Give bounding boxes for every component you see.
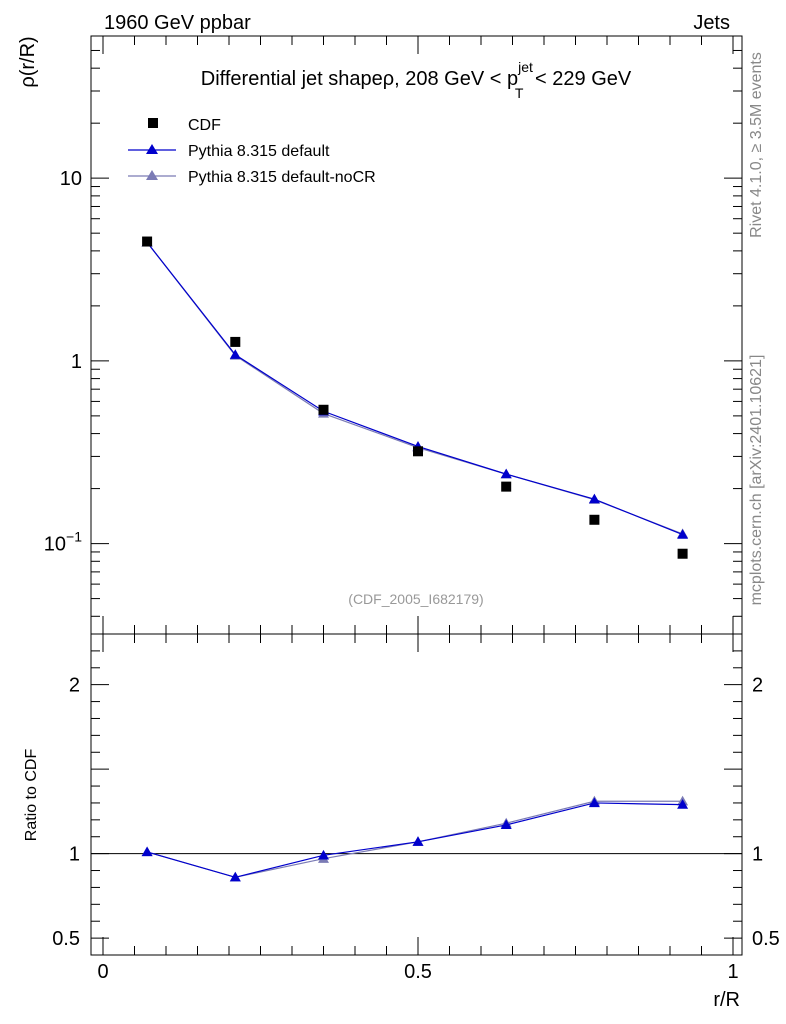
ratio-point-pythia-8-315-default <box>588 797 600 808</box>
ratio-point-pythia-8-315-default <box>141 846 153 857</box>
chart-title-subscript: T <box>515 85 524 101</box>
ratio-point-pythia-8-315-default <box>229 871 241 882</box>
ratio-y-tick-label: 2 <box>69 675 80 697</box>
main-y-tick-label: 10 <box>60 168 82 190</box>
legend-marker-default <box>146 144 158 154</box>
data-point-cdf <box>589 514 600 525</box>
main-panel: Differential jet shapeρ, 208 GeV < pjet T… <box>17 35 743 635</box>
legend: CDF Pythia 8.315 default Pythia 8.315 de… <box>128 117 376 186</box>
legend-label-cdf: CDF <box>188 117 221 134</box>
analysis-watermark: (CDF_2005_I682179) <box>348 591 483 607</box>
data-point-cdf <box>142 236 153 247</box>
ratio-panel: Ratio to CDF 2 2 1 1 0.5 0.5 <box>23 633 780 956</box>
legend-label-nocr: Pythia 8.315 default-noCR <box>188 169 376 186</box>
x-tick-label: 1 <box>727 961 738 983</box>
ratio-y-axis-label: Ratio to CDF <box>23 749 40 842</box>
data-point-pythia-8-315-default <box>588 493 600 504</box>
chart-title: Differential jet shapeρ, 208 GeV < pjet T… <box>201 59 632 101</box>
x-tick-label: 0 <box>97 961 108 983</box>
ratio-y-tick-label: 1 <box>69 844 80 866</box>
ratio-y-tick-label-right: 2 <box>752 675 763 697</box>
legend-label-default: Pythia 8.315 default <box>188 143 330 160</box>
legend-marker-cdf <box>148 118 158 128</box>
header-right-label: Jets <box>693 12 730 34</box>
chart-title-superscript: jet <box>517 59 533 75</box>
data-point-pythia-8-315-default <box>500 468 512 479</box>
legend-marker-nocr <box>146 170 158 180</box>
data-point-cdf <box>677 548 688 559</box>
data-point-cdf <box>413 446 423 457</box>
series-line-pythia-8-315-default-nocr <box>146 242 683 535</box>
series-line-pythia-8-315-default <box>146 242 683 536</box>
ratio-point-pythia-8-315-default <box>318 849 329 860</box>
ratio-point-pythia-8-315-default <box>677 799 689 809</box>
rivet-version-label: Rivet 4.1.0, ≥ 3.5M events <box>748 52 765 238</box>
data-point-pythia-8-315-default <box>677 529 689 539</box>
ratio-plot-frame <box>90 633 743 956</box>
ratio-point-pythia-8-315-default <box>412 836 424 846</box>
ratio-line-pythia-8-315-default <box>146 802 683 878</box>
y-tick-label-exponent: −1 <box>66 529 82 545</box>
main-y-tick-label: 10−1 <box>44 529 82 556</box>
x-axis-label: r/R <box>713 989 740 1011</box>
x-tick-label: 0.5 <box>404 961 432 983</box>
y-tick-label-base: 10 <box>44 534 66 556</box>
ratio-y-tick-label-right: 0.5 <box>752 928 780 950</box>
chart-title-suffix: < 229 GeV <box>529 68 631 90</box>
ratio-point-pythia-8-315-default <box>500 819 512 830</box>
ratio-y-tick-label-right: 1 <box>752 844 763 866</box>
data-point-cdf <box>318 404 329 415</box>
ratio-y-tick-label: 0.5 <box>52 928 80 950</box>
mcplots-reference-label: mcplots.cern.ch [arXiv:2401.10621] <box>748 355 765 606</box>
header-left-label: 1960 GeV ppbar <box>104 12 251 34</box>
chart-title-prefix: Differential jet shapeρ, 208 GeV < p <box>201 68 518 90</box>
data-point-cdf <box>501 481 512 492</box>
main-y-axis-label: ρ(r/R) <box>17 36 39 87</box>
data-point-pythia-8-315-default <box>229 349 241 359</box>
main-y-tick-label: 1 <box>71 351 82 373</box>
data-point-cdf <box>230 336 241 347</box>
ratio-line-pythia-8-315-default-nocr <box>146 800 683 878</box>
